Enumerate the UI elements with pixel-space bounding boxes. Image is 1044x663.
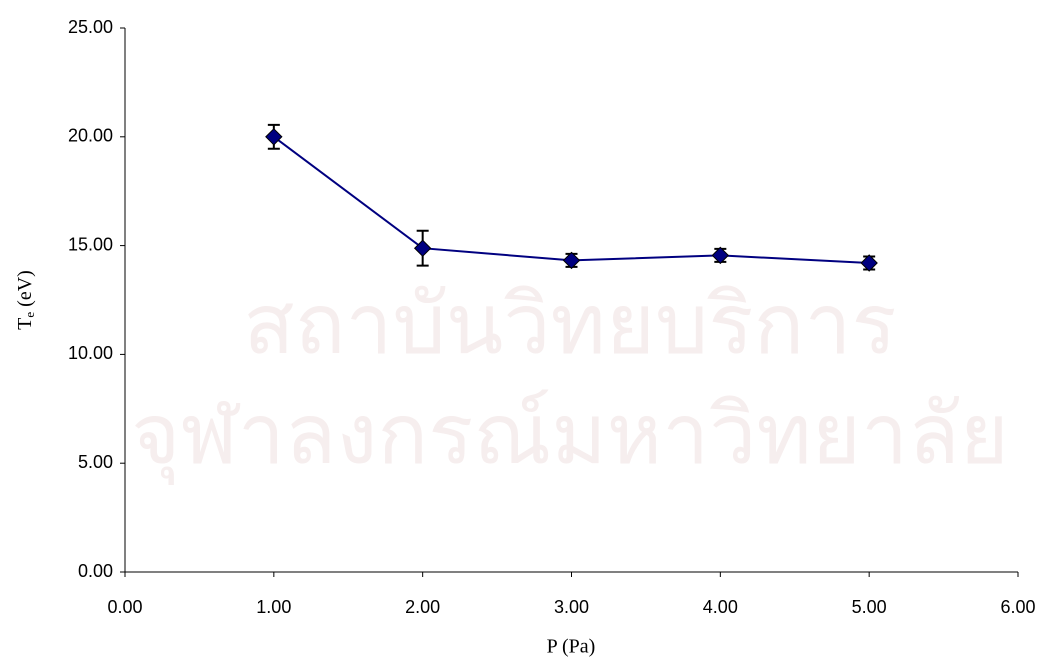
x-tick-label: 2.00 (405, 597, 440, 617)
y-tick-label: 20.00 (68, 126, 113, 146)
marker (562, 251, 581, 270)
marker (860, 254, 878, 272)
marker (265, 128, 283, 146)
y-tick-label: 10.00 (68, 343, 113, 363)
watermark: จุฬาลงกรณ์มหาวิทยาลัย (131, 385, 1009, 486)
x-tick-label: 5.00 (852, 597, 887, 617)
y-tick-label: 25.00 (68, 17, 113, 37)
y-tick-label: 0.00 (78, 561, 113, 581)
x-tick-label: 4.00 (703, 597, 738, 617)
y-label-main: T (14, 318, 36, 330)
x-axis-label: P (Pa) (547, 636, 596, 658)
marker (711, 246, 730, 265)
x-tick-label: 0.00 (107, 597, 142, 617)
x-tick-label: 6.00 (1000, 597, 1035, 617)
x-tick-label: 1.00 (256, 597, 291, 617)
y-label-rest: (eV) (14, 270, 36, 312)
x-tick-label: 3.00 (554, 597, 589, 617)
y-label-sub: e (22, 312, 37, 318)
series-line (273, 135, 870, 265)
y-axis-label: Te (eV) (14, 270, 37, 330)
watermark: สถาบันวิทยบริการ (243, 275, 896, 373)
y-tick-label: 15.00 (68, 234, 113, 254)
marker (413, 239, 432, 257)
y-tick-label: 5.00 (78, 452, 113, 472)
